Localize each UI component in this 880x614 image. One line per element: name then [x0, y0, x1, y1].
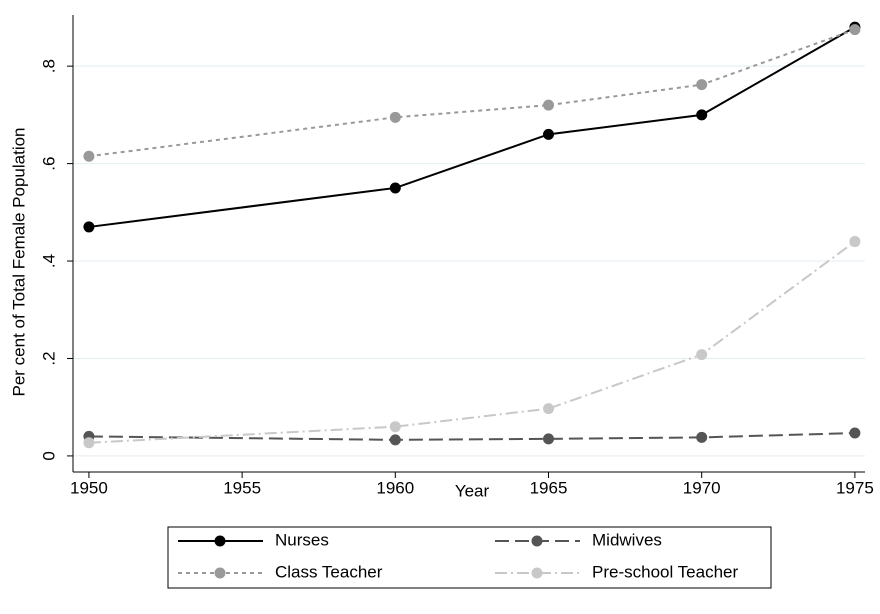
- x-tick-label: 1950: [70, 478, 108, 497]
- data-point: [696, 79, 708, 91]
- y-tick-label: .8: [39, 59, 58, 73]
- data-point: [543, 433, 555, 445]
- x-axis-title: Year: [455, 481, 490, 500]
- data-point: [543, 99, 555, 111]
- data-point: [849, 24, 861, 36]
- x-tick-label: 1960: [376, 478, 414, 497]
- data-point: [389, 434, 401, 446]
- data-point: [389, 111, 401, 123]
- x-tick-label: 1955: [223, 478, 261, 497]
- x-tick-label: 1970: [683, 478, 721, 497]
- legend-marker: [531, 567, 543, 579]
- series-line: [88, 432, 855, 441]
- legend-box: [167, 526, 772, 589]
- y-tick-label: .6: [39, 157, 58, 171]
- legend-marker: [214, 567, 226, 579]
- data-point: [389, 182, 401, 194]
- data-point: [543, 128, 555, 140]
- legend-label: Class Teacher: [275, 562, 383, 581]
- y-tick-label: .2: [39, 351, 58, 365]
- data-point: [543, 403, 555, 415]
- y-axis-title: Per cent of Total Female Population: [9, 127, 28, 396]
- legend-marker: [531, 535, 543, 547]
- x-tick-label: 1965: [530, 478, 568, 497]
- data-point: [83, 221, 95, 233]
- series-line: [88, 240, 856, 444]
- data-point: [849, 236, 861, 248]
- data-point: [83, 437, 95, 449]
- y-tick-label: .4: [39, 254, 58, 268]
- series-line: [88, 26, 856, 228]
- data-point: [83, 150, 95, 162]
- legend-label: Midwives: [592, 530, 662, 549]
- data-point: [849, 427, 861, 439]
- legend-label: Pre-school Teacher: [592, 562, 738, 581]
- data-point: [696, 349, 708, 361]
- legend-label: Nurses: [275, 530, 329, 549]
- x-tick-label: 1975: [836, 478, 874, 497]
- data-point: [696, 109, 708, 121]
- data-point: [389, 421, 401, 433]
- y-tick-label: 0: [39, 451, 58, 460]
- legend-marker: [214, 535, 226, 547]
- data-point: [696, 431, 708, 443]
